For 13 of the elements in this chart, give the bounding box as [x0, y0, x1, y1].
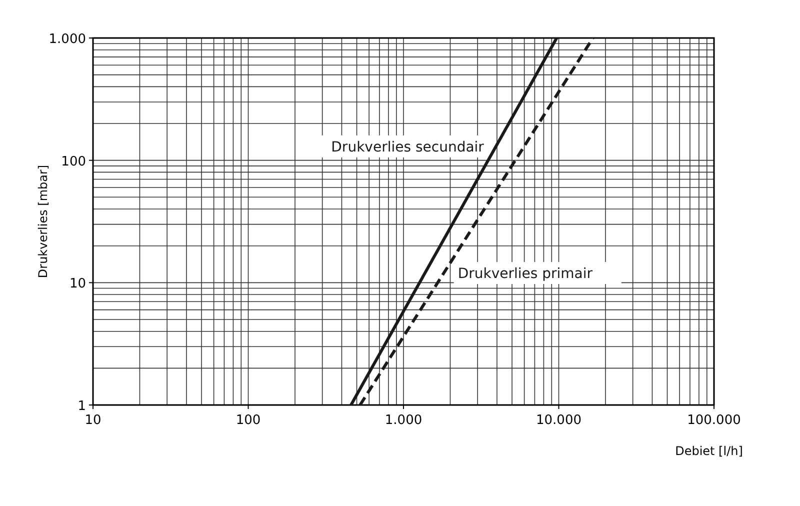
x-tick-label: 100 [236, 413, 261, 428]
series-label: Drukverlies primair [458, 266, 593, 282]
x-tick-label: 1.000 [384, 413, 422, 428]
x-axis-title: Debiet [l/h] [675, 444, 743, 458]
x-tick-label: 10.000 [536, 413, 582, 428]
y-tick-label: 100 [61, 154, 86, 170]
y-axis-title: Drukverlies [mbar] [36, 164, 50, 278]
series-label: Drukverlies secundair [331, 139, 484, 156]
y-tick-label: 1.000 [48, 32, 86, 47]
x-tick-label: 10 [84, 413, 102, 428]
y-tick-label: 10 [69, 276, 86, 292]
y-tick-label: 1 [78, 399, 86, 414]
x-tick-label: 100.000 [687, 413, 741, 428]
